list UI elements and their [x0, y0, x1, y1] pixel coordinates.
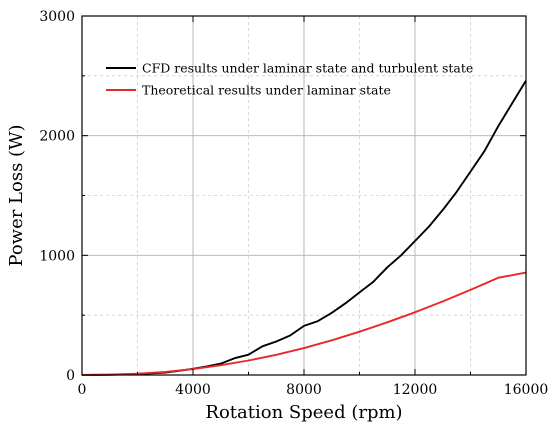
grid	[82, 16, 526, 375]
legend: CFD results under laminar state and turb…	[106, 61, 473, 98]
series-layer	[81, 80, 527, 376]
x-tick-label: 16000	[504, 382, 549, 398]
legend-label-theoretical: Theoretical results under laminar state	[142, 83, 391, 98]
y-tick-label: 2000	[39, 129, 75, 145]
ticks: 0 4000 8000 12000 16000 0 1000 2000 3000	[39, 9, 548, 398]
x-tick-label: 0	[78, 382, 87, 398]
y-tick-label: 1000	[39, 248, 75, 264]
x-tick-label: 12000	[393, 382, 438, 398]
y-axis-title: Power Loss (W)	[6, 124, 27, 266]
x-tick-label: 8000	[286, 382, 322, 398]
y-tick-label: 0	[66, 368, 75, 384]
y-tick-label: 3000	[39, 9, 75, 25]
x-tick-label: 4000	[175, 382, 211, 398]
x-axis-title: Rotation Speed (rpm)	[205, 402, 402, 423]
theoretical-series-line	[81, 271, 527, 376]
legend-label-cfd: CFD results under laminar state and turb…	[142, 61, 473, 76]
